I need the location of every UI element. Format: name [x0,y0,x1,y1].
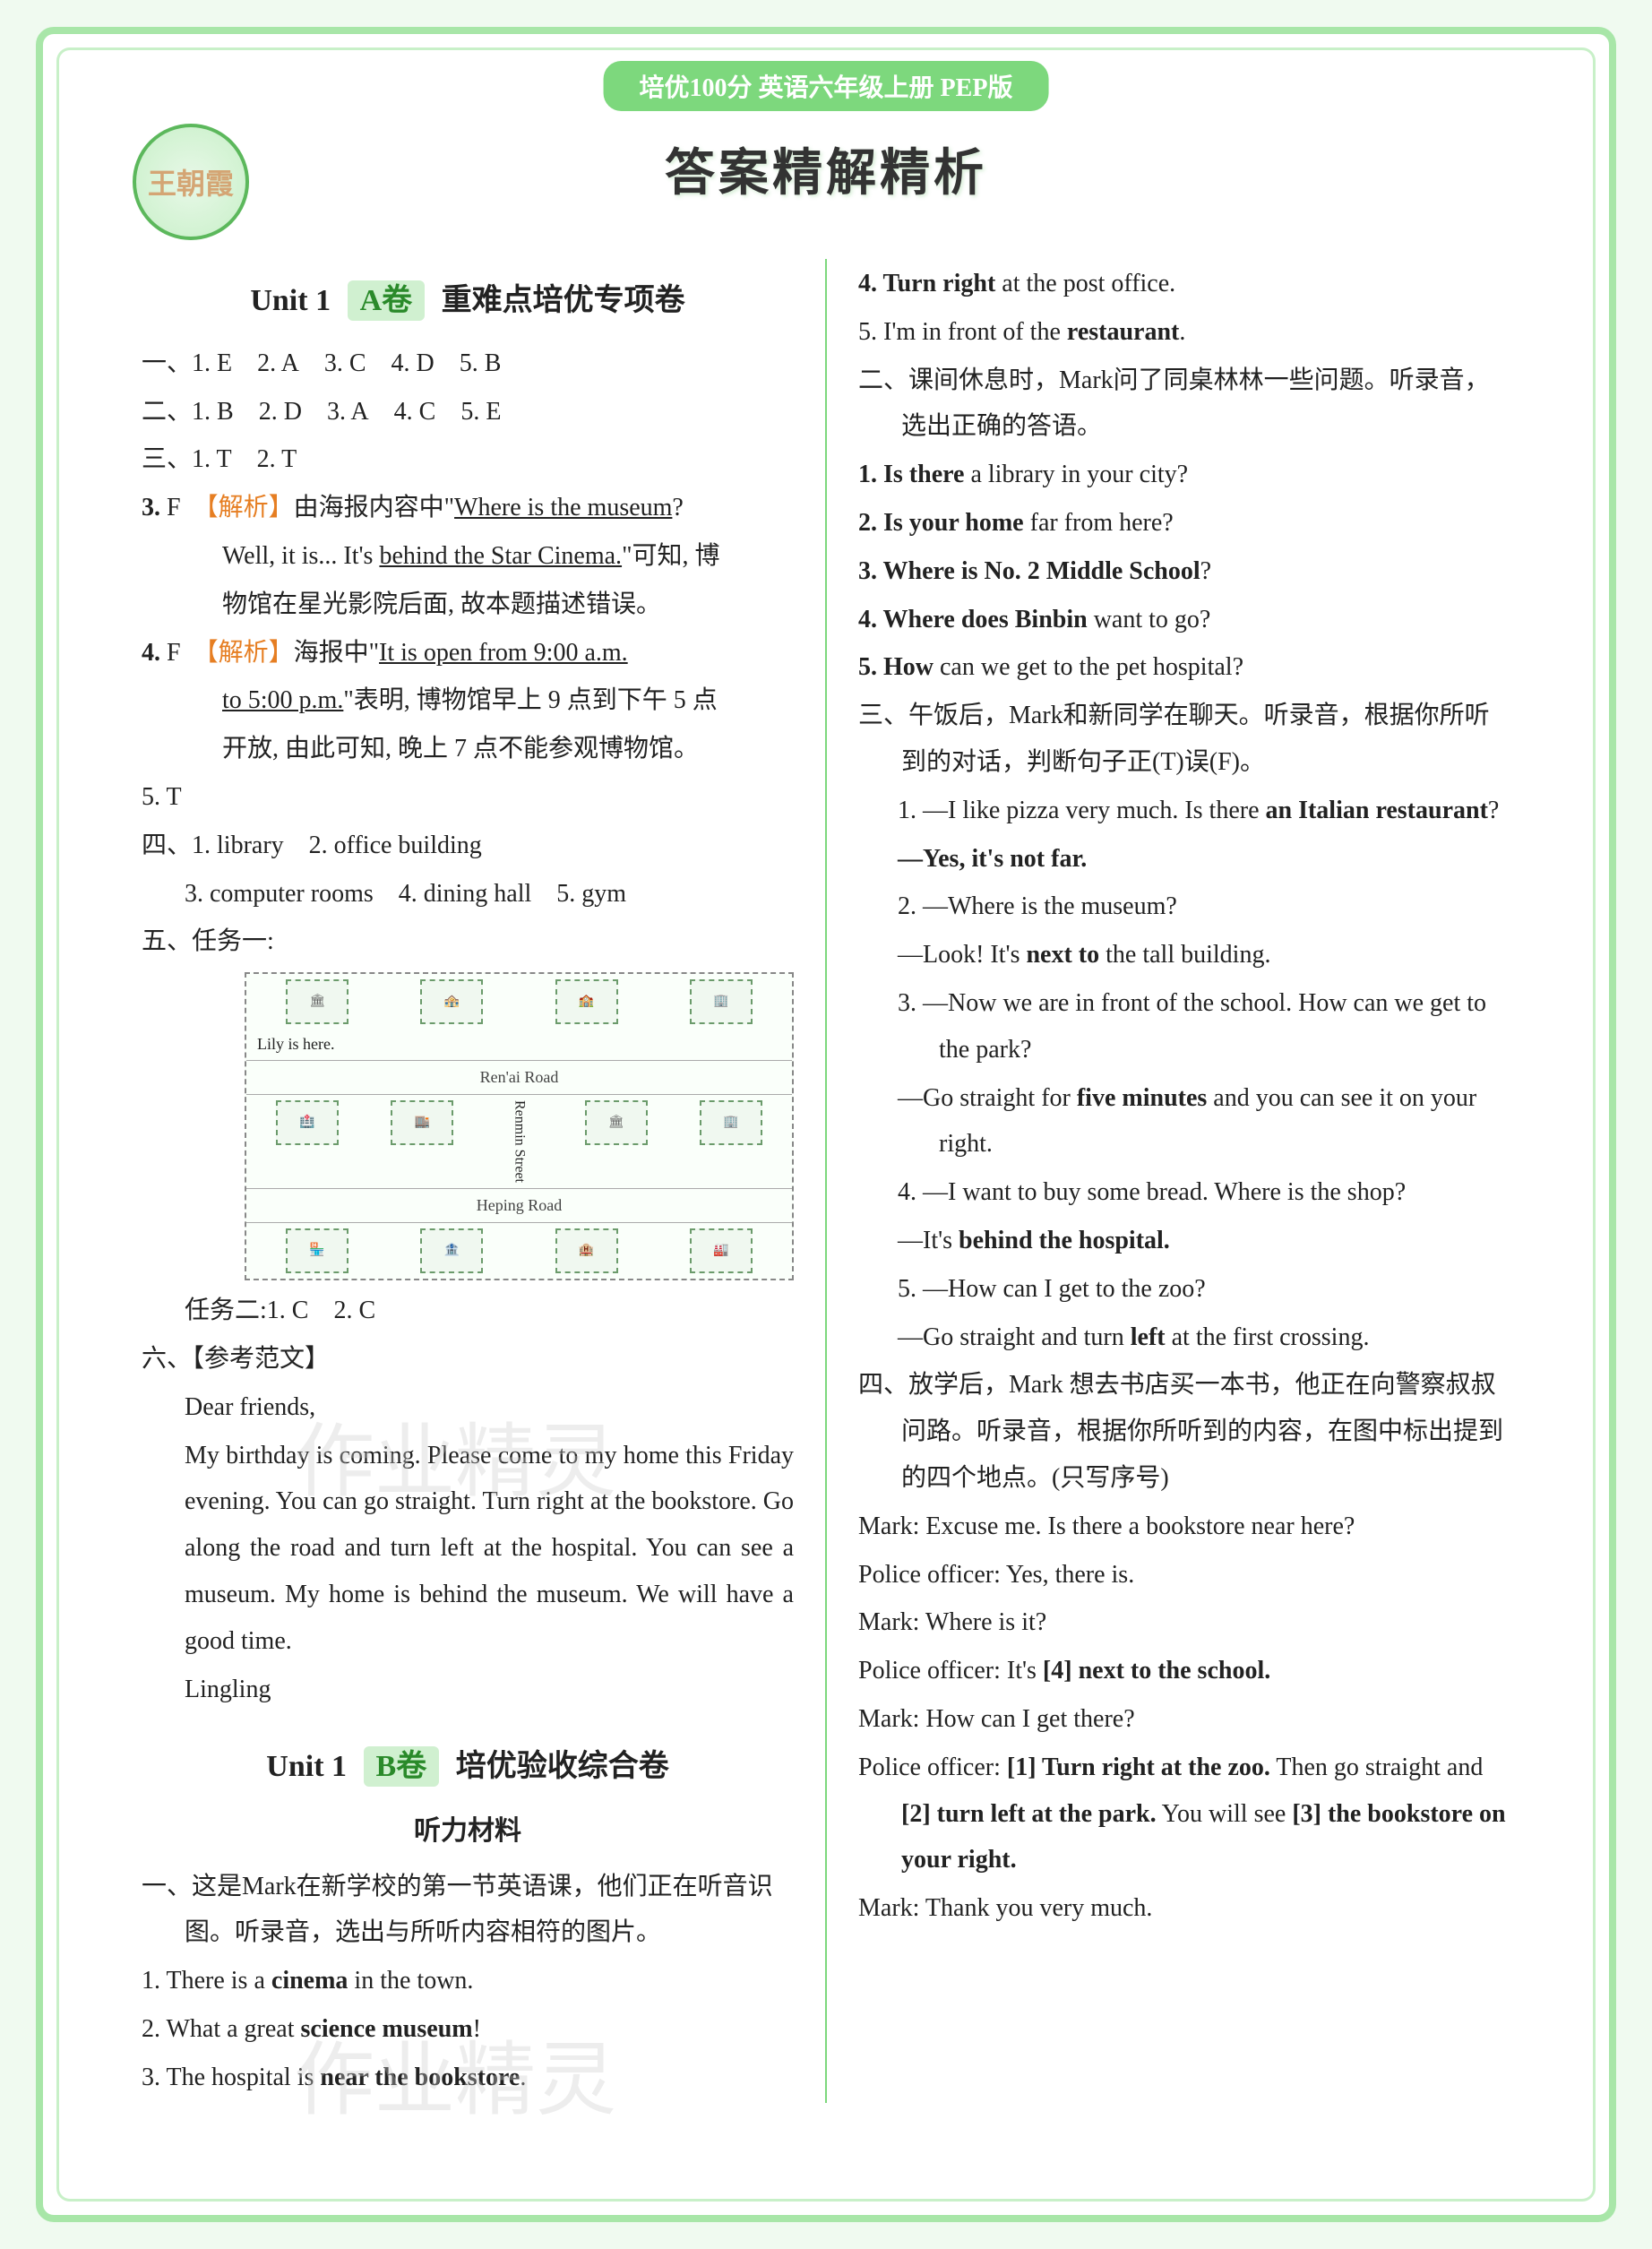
map-building-icon: 🏭 [690,1228,753,1273]
road-renmin: Renmin Street [506,1100,533,1183]
map-building-icon: 🏛 [286,979,348,1024]
road-renai: Ren'ai Road [246,1060,792,1095]
map-building-icon: 🏛 [585,1100,648,1145]
road-heping: Heping Road [246,1188,792,1223]
map-lily-label: Lily is here. [246,1030,792,1059]
page-border: 培优100分 英语六年级上册 PEP版 王朝霞 答案精解精析 作业精灵 作业精灵… [36,27,1616,2222]
map-building-icon: 🏤 [420,979,483,1024]
map-building-icon: 🏢 [690,979,753,1024]
map-building-icon: 🏥 [276,1100,339,1145]
map-building-icon: 🏬 [391,1100,453,1145]
logo-text: 王朝霞 [148,161,234,202]
map-building-icon: 🏦 [420,1228,483,1273]
map-building-icon: 🏢 [700,1100,762,1145]
map-row-2: 🏥 🏬 Renmin Street 🏛 🏢 [246,1095,792,1188]
map-building-icon: 🏪 [286,1228,348,1273]
map-row-3: 🏪 🏦 🏨 🏭 [246,1223,792,1279]
map-diagram: 🏛 🏤 🏫 🏢 Lily is here. Ren'ai Road 🏥 🏬 Re… [245,972,794,1280]
map-building-icon: 🏫 [555,979,618,1024]
map-building-icon: 🏨 [555,1228,618,1273]
brand-logo: 王朝霞 [133,124,249,240]
map-row-1: 🏛 🏤 🏫 🏢 [246,974,792,1030]
label: Lily is here. [257,1035,334,1053]
top-banner: 培优100分 英语六年级上册 PEP版 [604,61,1049,111]
